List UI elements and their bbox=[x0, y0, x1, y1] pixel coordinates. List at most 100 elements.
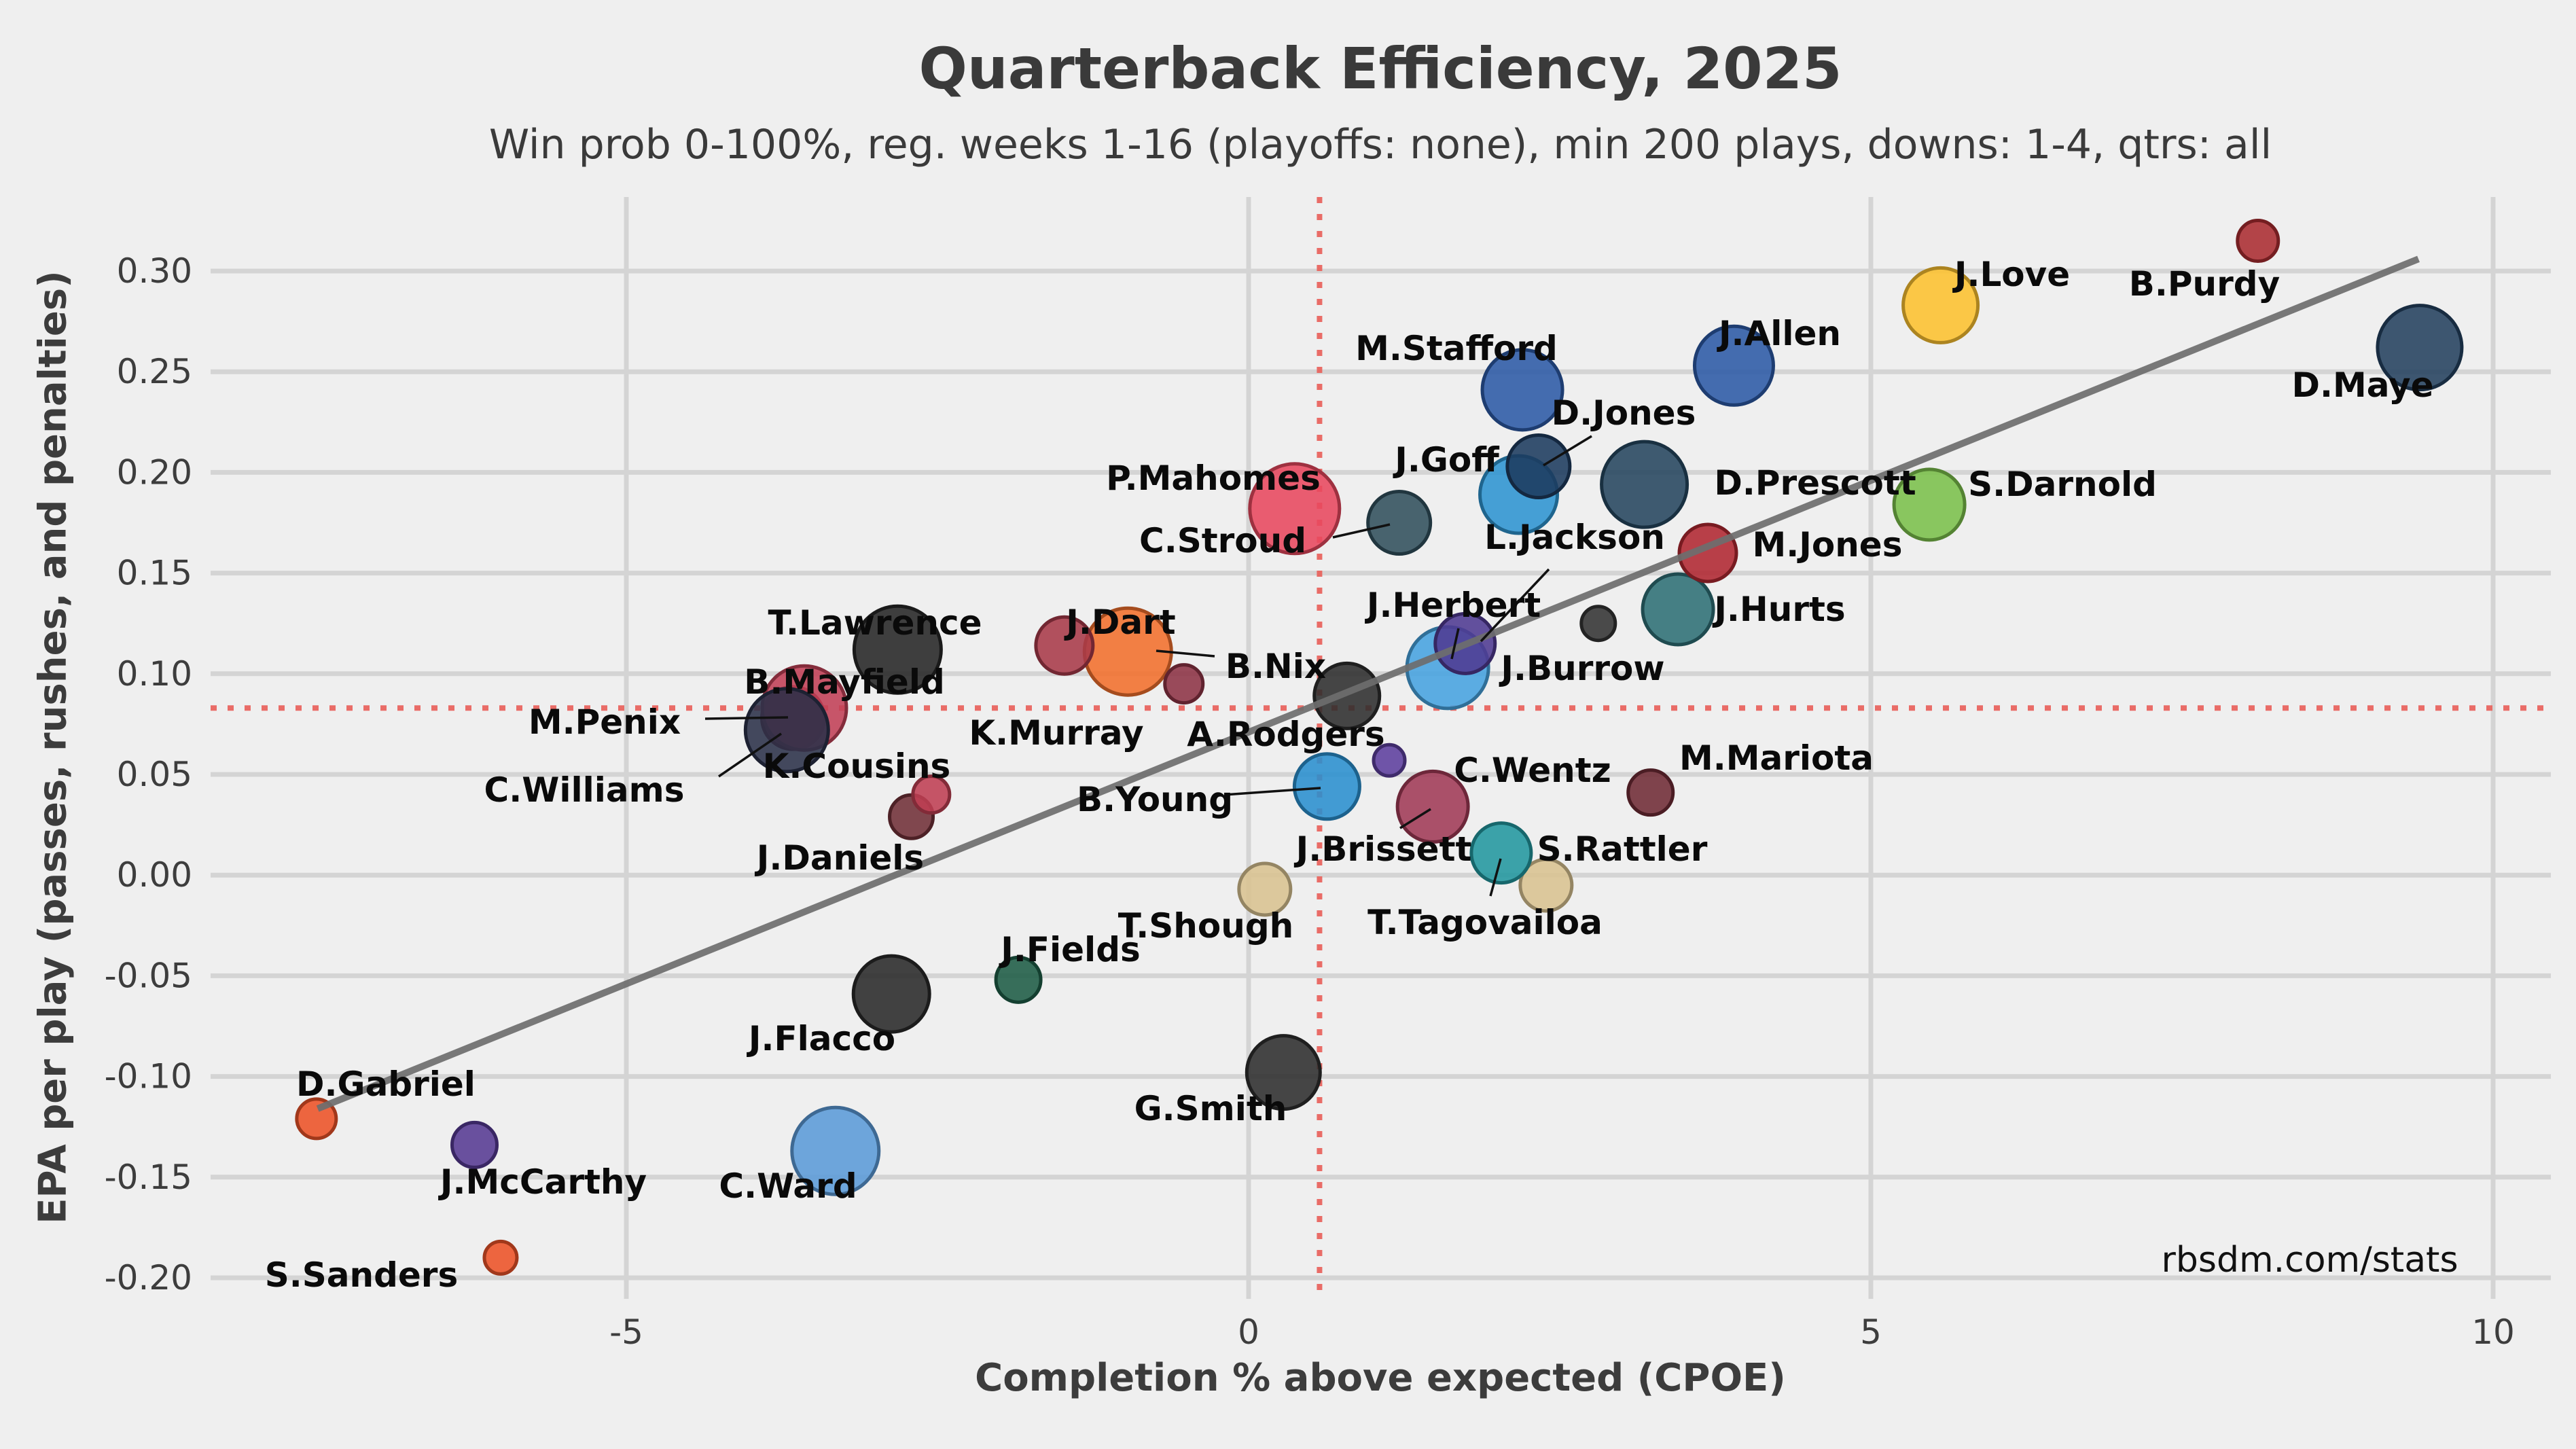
player-label: G.Smith bbox=[1134, 1089, 1287, 1128]
leader-line-j-herbert bbox=[1450, 628, 1460, 660]
player-label: M.Jones bbox=[1753, 525, 1903, 565]
player-label: J.Brissett bbox=[1294, 829, 1472, 869]
leader-line-m-penix bbox=[704, 716, 789, 720]
y-tick-label: -0.20 bbox=[105, 1258, 192, 1298]
leader-line-b-young bbox=[1223, 787, 1321, 796]
data-point-m-stafford bbox=[1480, 348, 1564, 432]
y-tick-label: 0.10 bbox=[117, 654, 192, 694]
player-label: L.Jackson bbox=[1484, 518, 1665, 557]
trend-line bbox=[316, 255, 2420, 1112]
player-label: J.Allen bbox=[1717, 314, 1841, 353]
leader-line-j-brissett bbox=[1399, 808, 1431, 829]
player-label: B.Purdy bbox=[2129, 264, 2280, 304]
x-tick-label: -5 bbox=[609, 1312, 643, 1352]
player-label: J.Herbert bbox=[1365, 586, 1541, 625]
player-label: J.Daniels bbox=[755, 838, 924, 878]
data-point-s-sanders bbox=[482, 1239, 519, 1276]
data-point-j-dart bbox=[1034, 615, 1095, 676]
data-point-p-mahomes bbox=[1248, 462, 1342, 556]
y-tick-label: 0.00 bbox=[117, 855, 192, 895]
data-point-j-hurts bbox=[1641, 572, 1715, 647]
data-point-j-fields bbox=[994, 955, 1043, 1004]
player-label: P.Mahomes bbox=[1106, 459, 1321, 498]
data-point-d-jones bbox=[1505, 433, 1572, 500]
player-label: K.Cousins bbox=[763, 747, 951, 786]
data-point-j-brissett bbox=[1395, 769, 1470, 844]
player-label: J.Goff bbox=[1393, 440, 1499, 480]
data-point-d-maye bbox=[2376, 304, 2464, 392]
data-point-c-wentz bbox=[1372, 743, 1407, 778]
leader-line-c-stroud bbox=[1332, 523, 1391, 539]
player-label: J.Love bbox=[1952, 255, 2070, 294]
data-point-t-lawrence bbox=[852, 604, 943, 695]
data-point-c-williams bbox=[743, 687, 830, 774]
chart-title: Quarterback Efficiency, 2025 bbox=[918, 35, 1842, 102]
data-point-t-tagovailoa bbox=[1469, 821, 1533, 885]
data-point-j-burrow bbox=[1579, 605, 1617, 643]
player-label: D.Maye bbox=[2292, 365, 2434, 405]
data-point-k-cousins bbox=[911, 774, 952, 815]
data-point-c-stroud bbox=[1366, 490, 1433, 556]
player-label: J.McCarthy bbox=[438, 1162, 647, 1202]
y-tick-label: -0.10 bbox=[105, 1057, 192, 1096]
chart-subtitle: Win prob 0-100%, reg. weeks 1-16 (playof… bbox=[488, 121, 2272, 168]
player-label: J.Fields bbox=[999, 930, 1141, 969]
player-label: D.Jones bbox=[1552, 393, 1696, 433]
leader-line-t-tagovailoa bbox=[1489, 858, 1502, 897]
y-tick-label: 0.05 bbox=[117, 755, 192, 794]
data-point-s-rattler bbox=[1518, 857, 1574, 913]
leader-line-c-williams bbox=[718, 732, 782, 778]
y-tick-label: 0.30 bbox=[117, 251, 192, 291]
data-point-g-smith bbox=[1245, 1034, 1322, 1111]
player-label: T.Lawrence bbox=[768, 603, 982, 643]
y-tick-label: -0.05 bbox=[105, 956, 192, 995]
data-point-j-love bbox=[1901, 266, 1980, 344]
player-label: A.Rodgers bbox=[1187, 715, 1384, 754]
data-point-j-allen bbox=[1692, 324, 1775, 407]
leader-line-l-jackson bbox=[1480, 568, 1550, 643]
data-point-s-darnold bbox=[1892, 467, 1967, 542]
data-point-b-purdy bbox=[2236, 219, 2280, 264]
player-label: S.Darnold bbox=[1968, 465, 2157, 504]
leader-line-d-jones bbox=[1543, 435, 1592, 467]
player-label: C.Wentz bbox=[1454, 751, 1611, 790]
player-label: S.Rattler bbox=[1537, 829, 1708, 869]
y-tick-label: 0.25 bbox=[117, 352, 192, 391]
data-point-t-shough bbox=[1237, 861, 1293, 917]
player-label: S.Sanders bbox=[265, 1255, 458, 1295]
player-label: B.Young bbox=[1077, 780, 1233, 819]
data-point-b-young bbox=[1292, 752, 1361, 821]
watermark-link: rbsdm.com/stats bbox=[2161, 1240, 2458, 1281]
player-label: C.Ward bbox=[719, 1166, 857, 1206]
player-label: T.Tagovailoa bbox=[1367, 903, 1603, 942]
player-label: D.Prescott bbox=[1714, 463, 1916, 503]
y-tick-label: -0.15 bbox=[105, 1158, 192, 1197]
data-point-m-mariota bbox=[1626, 768, 1675, 817]
x-axis-title: Completion % above expected (CPOE) bbox=[975, 1356, 1786, 1400]
player-label: M.Mariota bbox=[1679, 738, 1874, 778]
player-label: C.Stroud bbox=[1139, 521, 1306, 560]
player-label: M.Penix bbox=[529, 702, 681, 742]
data-point-k-murray bbox=[1163, 663, 1205, 705]
y-axis-title: EPA per play (passes, rushes, and penalt… bbox=[31, 270, 75, 1224]
x-tick-label: 10 bbox=[2471, 1312, 2515, 1352]
player-label: J.Hurts bbox=[1712, 590, 1845, 629]
data-point-j-mccarthy bbox=[450, 1120, 499, 1169]
player-label: J.Flacco bbox=[747, 1019, 895, 1058]
data-point-d-prescott bbox=[1600, 440, 1689, 529]
y-tick-label: 0.20 bbox=[117, 452, 192, 492]
player-label: J.Burrow bbox=[1499, 649, 1664, 688]
player-label: B.Mayfield bbox=[744, 662, 945, 702]
x-tick-label: 5 bbox=[1860, 1312, 1882, 1352]
player-label: C.Williams bbox=[484, 770, 685, 810]
x-tick-label: 0 bbox=[1238, 1312, 1259, 1352]
data-point-d-gabriel bbox=[295, 1097, 338, 1141]
player-label: M.Stafford bbox=[1355, 329, 1558, 368]
player-label: K.Murray bbox=[969, 713, 1143, 753]
data-point-c-ward bbox=[790, 1105, 881, 1196]
player-label: T.Shough bbox=[1118, 906, 1293, 946]
player-label: J.Dart bbox=[1064, 603, 1175, 642]
y-tick-label: 0.15 bbox=[117, 554, 192, 593]
